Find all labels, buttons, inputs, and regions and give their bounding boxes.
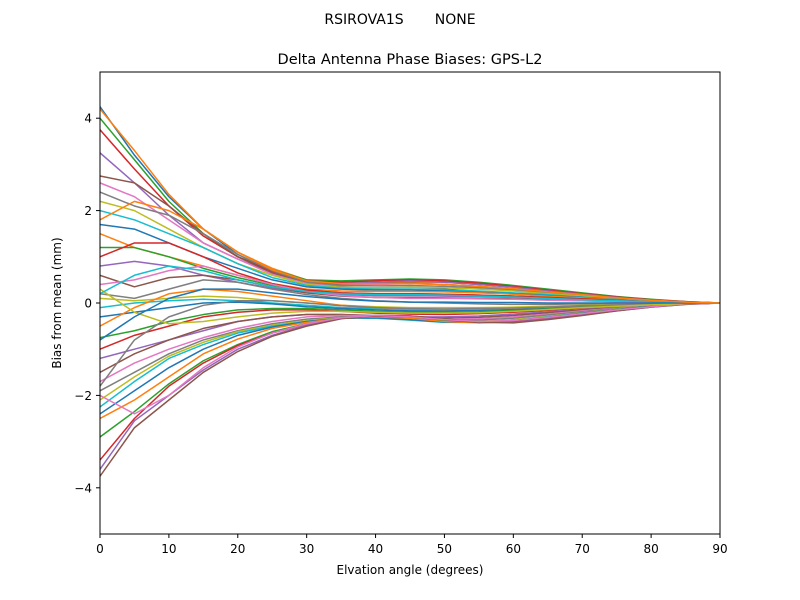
series-line-42 xyxy=(100,200,720,304)
series-line-37 xyxy=(100,302,720,415)
series-line-17 xyxy=(100,265,720,304)
y-tick-label: 2 xyxy=(84,204,92,218)
x-tick-label: 50 xyxy=(437,542,452,556)
x-tick-label: 40 xyxy=(368,542,383,556)
x-axis: 0 10 20 30 40 50 60 70 80 90 xyxy=(96,534,728,556)
series-layer xyxy=(100,106,720,477)
x-tick-label: 80 xyxy=(643,542,658,556)
series-line-39 xyxy=(100,288,720,325)
x-tick-label: 60 xyxy=(506,542,521,556)
y-tick-label: 0 xyxy=(84,297,92,311)
chart-title: Delta Antenna Phase Biases: GPS-L2 xyxy=(278,52,543,68)
y-axis: −4 −2 0 2 4 xyxy=(74,112,100,495)
y-tick-label: 4 xyxy=(84,112,92,126)
y-tick-label: −2 xyxy=(74,389,92,403)
series-line-41 xyxy=(100,288,720,341)
x-axis-label: Elvation angle (degrees) xyxy=(337,563,484,577)
series-line-36 xyxy=(100,302,720,477)
x-tick-label: 0 xyxy=(96,542,104,556)
y-tick-label: −4 xyxy=(74,481,92,495)
x-tick-label: 70 xyxy=(575,542,590,556)
series-line-40 xyxy=(100,265,720,304)
series-line-38 xyxy=(100,299,720,387)
x-tick-label: 90 xyxy=(712,542,727,556)
figure-suptitle: RSIROVA1S NONE xyxy=(324,12,475,28)
x-tick-label: 20 xyxy=(230,542,245,556)
x-tick-label: 30 xyxy=(299,542,314,556)
x-tick-label: 10 xyxy=(161,542,176,556)
y-axis-label: Bias from mean (mm) xyxy=(50,237,64,368)
